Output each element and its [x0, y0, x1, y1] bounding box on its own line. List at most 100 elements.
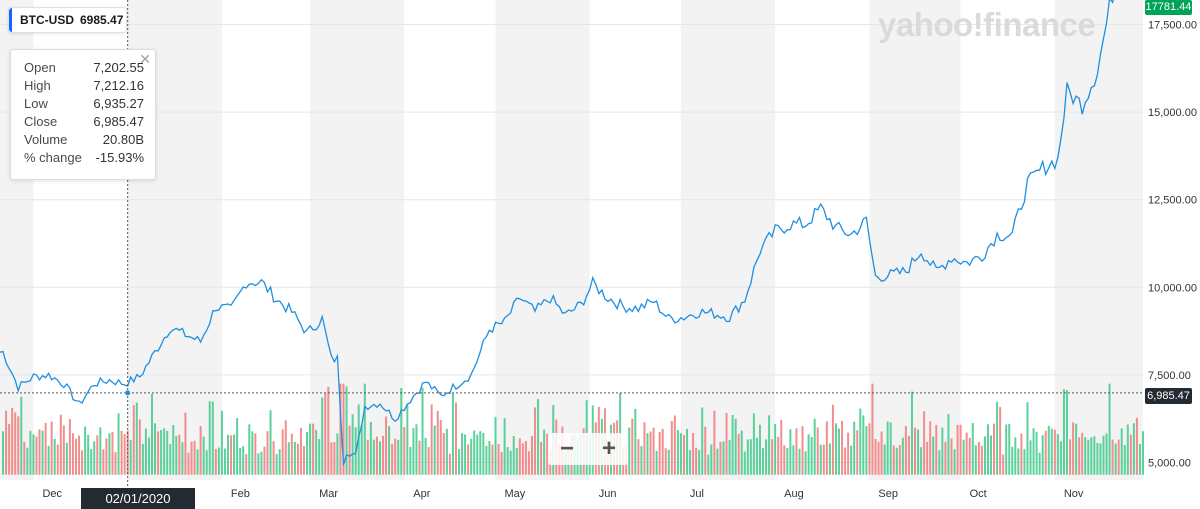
volume-bar [150, 393, 153, 475]
volume-bar [959, 424, 962, 475]
volume-bar [74, 438, 77, 475]
volume-bar [786, 448, 789, 475]
volume-bar [1002, 454, 1005, 475]
volume-bar [363, 383, 366, 475]
volume-bar [494, 416, 497, 475]
volume-bar [205, 450, 208, 475]
month-band [775, 0, 870, 480]
volume-bar [375, 436, 378, 475]
volume-bar [382, 435, 385, 475]
volume-bar [84, 426, 87, 475]
volume-bar [527, 451, 530, 475]
volume-bar [87, 434, 90, 475]
volume-bar [965, 432, 968, 475]
y-axis: 5,000.00 7,500.00 10,000.00 12,500.00 15,000… [1148, 20, 1197, 470]
volume-bar [23, 441, 26, 475]
volume-bar [509, 450, 512, 475]
volume-bar [749, 439, 752, 475]
volume-bar [1008, 423, 1011, 475]
volume-bar [515, 448, 518, 475]
volume-bar [157, 431, 160, 475]
volume-bar [217, 447, 220, 475]
volume-bar [226, 434, 229, 475]
volume-bar [634, 408, 637, 475]
volume-bar [62, 425, 65, 475]
info-row-low: Low 6,935.27 [24, 96, 144, 114]
month-band [869, 0, 961, 480]
volume-bar [1126, 424, 1129, 475]
volume-bar [479, 431, 482, 475]
volume-bar [831, 404, 834, 475]
last-price-tag: 17781.44 [1145, 0, 1192, 15]
month-band [680, 0, 776, 480]
volume-bar [491, 444, 494, 475]
x-tick-label: Jul [690, 488, 704, 500]
volume-bar [29, 430, 32, 475]
zoom-out-button[interactable]: − [559, 435, 574, 462]
info-label: Low [24, 96, 48, 111]
volume-bar [874, 439, 877, 475]
volume-bar [129, 439, 132, 475]
volume-bar [467, 444, 470, 475]
volume-bar [1050, 428, 1053, 475]
x-tick-label: Aug [784, 488, 804, 500]
volume-bar [682, 435, 685, 475]
volume-bar [1117, 439, 1120, 475]
volume-bar [792, 445, 795, 475]
volume-bar [470, 438, 473, 475]
volume-bar [1105, 433, 1108, 475]
volume-bar [144, 428, 147, 475]
volume-bar [664, 448, 667, 475]
yahoo-finance-logo: yahoo!finance [878, 6, 1096, 43]
volume-bar [503, 418, 506, 475]
volume-bar [391, 444, 394, 475]
volume-bar [315, 430, 318, 475]
volume-bar [725, 412, 728, 475]
volume-bar [65, 442, 68, 475]
volume-bar [1020, 433, 1023, 475]
volume-bar [679, 433, 682, 475]
info-value: 20.80B [102, 132, 144, 147]
zoom-in-button[interactable]: + [601, 435, 616, 462]
volume-bar [993, 423, 996, 475]
info-label: Open [24, 60, 56, 75]
volume-bar [844, 447, 847, 475]
volume-bar [1047, 425, 1050, 475]
volume-bar [406, 404, 409, 475]
volume-bar [1084, 437, 1087, 475]
month-band [960, 0, 1055, 480]
volume-bar [640, 446, 643, 475]
volume-bar [366, 439, 369, 475]
volume-bar [1041, 435, 1044, 475]
volume-bar [461, 433, 464, 475]
volume-bar [485, 445, 488, 475]
volume-bar [676, 430, 679, 475]
volume-bar [1062, 389, 1065, 475]
volume-bar [838, 428, 841, 475]
volume-bar [950, 438, 953, 475]
x-tick-label: Dec [42, 488, 62, 500]
volume-bar [1011, 446, 1014, 475]
volume-bar [211, 401, 214, 475]
volume-bar [692, 433, 695, 475]
volume-bar [2, 431, 5, 475]
volume-bar [518, 438, 521, 475]
volume-bar [360, 424, 363, 475]
volume-bar [163, 428, 166, 475]
ticker-chip[interactable]: BTC-USD 6985.47 [8, 7, 127, 33]
info-label: % change [24, 150, 82, 165]
close-icon[interactable]: ✕ [139, 51, 151, 67]
volume-bar [1075, 423, 1078, 475]
volume-bar [783, 445, 786, 475]
volume-bars [2, 383, 1144, 475]
volume-bar [105, 438, 108, 475]
volume-bar [35, 436, 38, 475]
volume-bar [1093, 436, 1096, 475]
volume-bar [476, 434, 479, 475]
info-value: 7,212.16 [93, 78, 144, 93]
volume-bar [1026, 402, 1029, 475]
info-value: 6,935.27 [93, 96, 144, 111]
volume-bar [971, 423, 974, 475]
volume-bar [448, 453, 451, 475]
